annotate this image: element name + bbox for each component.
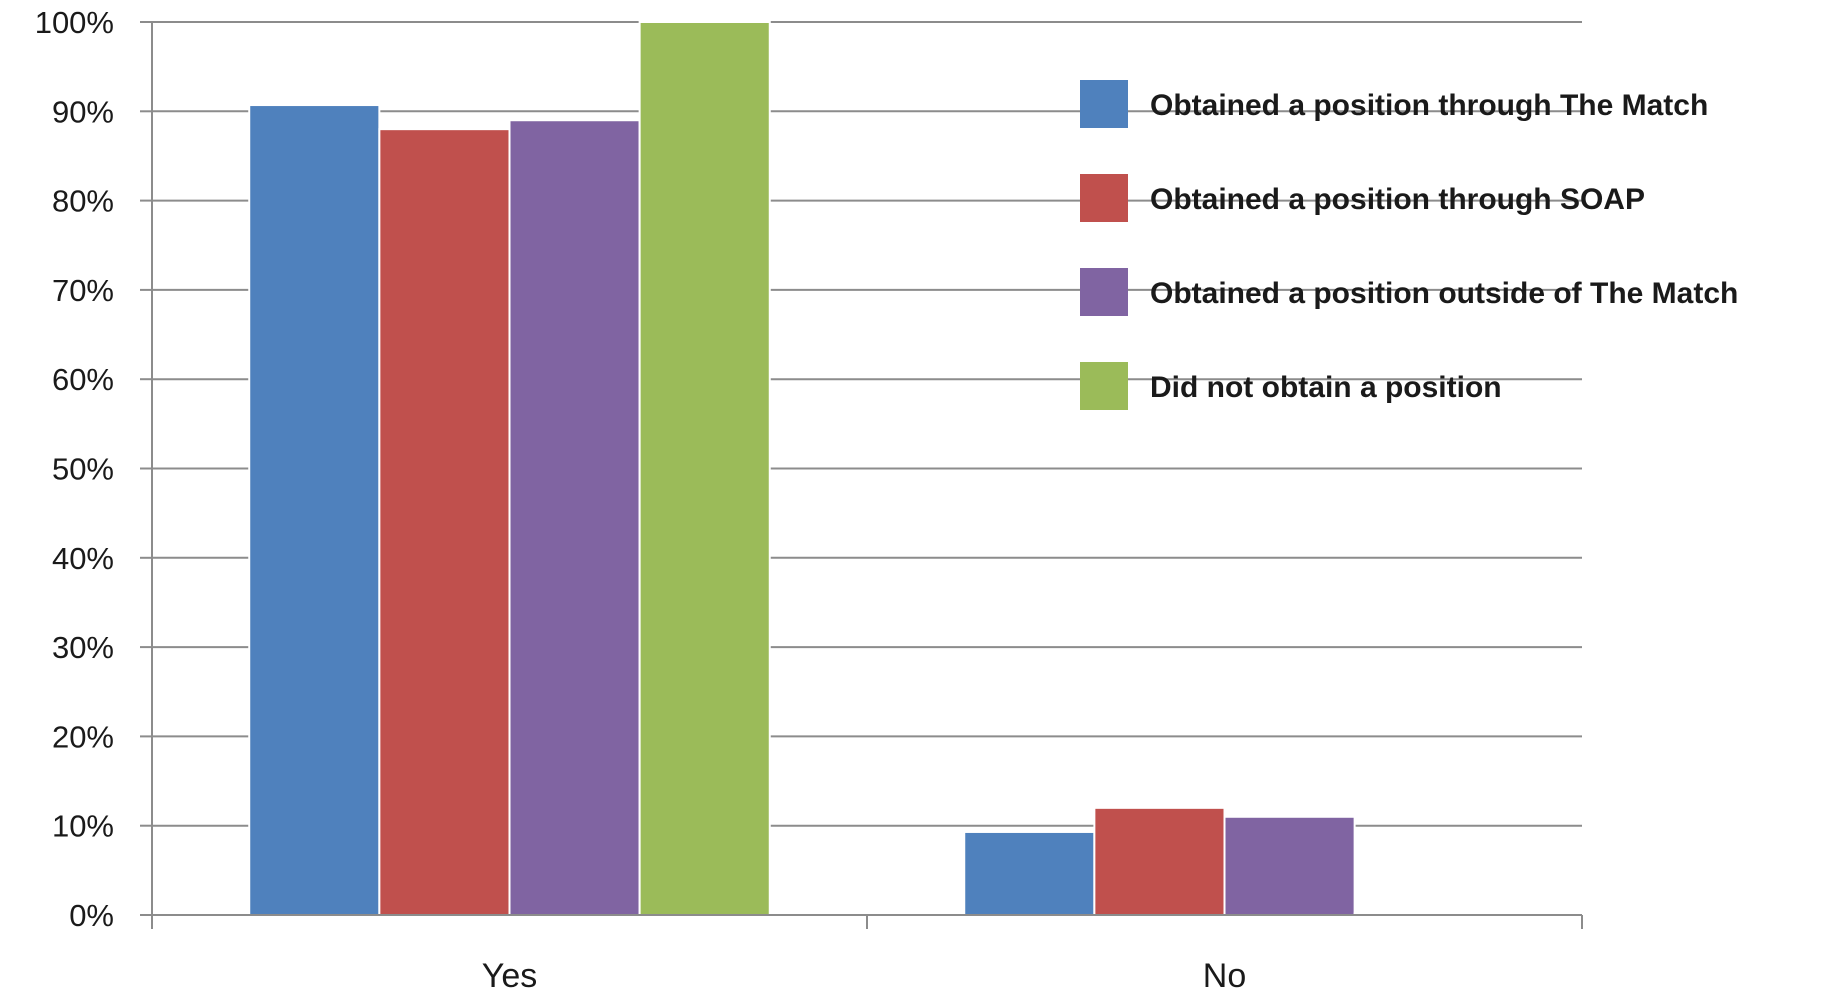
legend-item-did-not-obtain-a-position: Did not obtain a position [1080, 362, 1502, 410]
y-tick-label: 0% [69, 898, 114, 933]
legend-label: Obtained a position through The Match [1150, 89, 1708, 122]
legend-swatch [1080, 80, 1128, 128]
bar-yes-obtained-a-position-through-soap [378, 128, 511, 917]
bar-yes-obtained-a-position-outside-of-the-match [508, 119, 641, 917]
y-tick-label: 80% [52, 184, 114, 219]
x-axis-tick-labels: Yes No [151, 915, 1583, 995]
x-tick-label-no: No [1203, 957, 1246, 995]
bar-yes-obtained-a-position-through-the-match [248, 104, 381, 916]
legend-swatch [1080, 362, 1128, 410]
x-tick-label-yes: Yes [482, 957, 537, 995]
y-tick-label: 50% [52, 452, 114, 487]
legend-swatch [1080, 268, 1128, 316]
bar-yes-did-not-obtain-a-position [638, 21, 771, 916]
legend-item-obtained-a-position-outside-of-the-match: Obtained a position outside of The Match [1080, 268, 1738, 316]
y-tick-label: 60% [52, 362, 114, 397]
legend-swatch [1080, 174, 1128, 222]
y-tick-label: 10% [52, 809, 114, 844]
legend-label: Obtained a position outside of The Match [1150, 277, 1738, 310]
y-tick-label: 30% [52, 630, 114, 665]
y-tick-label: 100% [35, 5, 114, 40]
bar-no-obtained-a-position-outside-of-the-match [1223, 815, 1356, 917]
legend: Obtained a position through The Match Obt… [1080, 80, 1738, 410]
y-tick-label: 20% [52, 719, 114, 754]
y-tick-label: 40% [52, 541, 114, 576]
legend-item-obtained-a-position-through-soap: Obtained a position through SOAP [1080, 174, 1645, 222]
bar-no-obtained-a-position-through-the-match [963, 830, 1096, 916]
bar-no-obtained-a-position-through-soap [1093, 806, 1226, 917]
legend-label: Obtained a position through SOAP [1150, 183, 1645, 216]
y-tick-label: 70% [52, 273, 114, 308]
y-axis-tick-labels: 0% 10% 20% 30% 40% 50% 60% 70% 80% 90% 100% [35, 5, 152, 933]
y-tick-label: 90% [52, 94, 114, 129]
legend-label: Did not obtain a position [1150, 371, 1502, 404]
legend-item-obtained-a-position-through-the-match: Obtained a position through The Match [1080, 80, 1708, 128]
